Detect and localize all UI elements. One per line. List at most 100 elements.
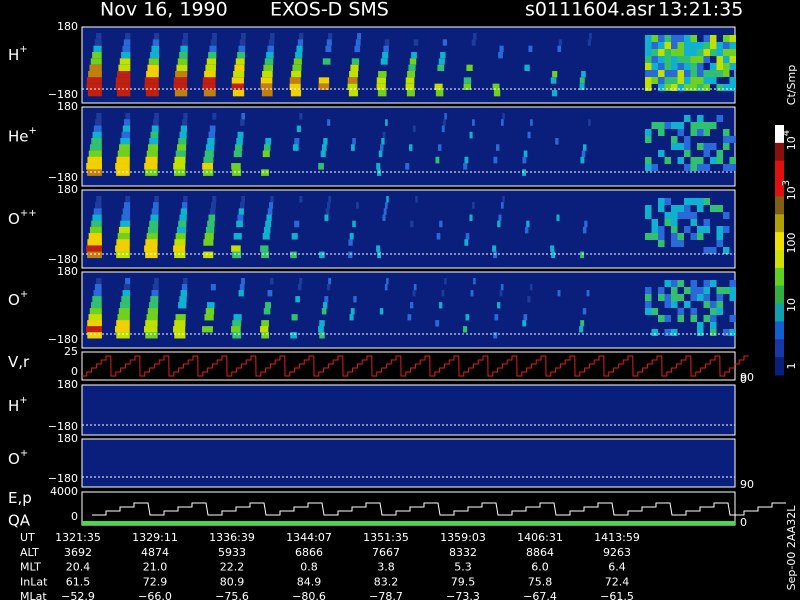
spectrum-cell	[241, 196, 246, 203]
spectrum-cell	[729, 63, 736, 70]
spectrum-cell	[205, 64, 216, 71]
spectrum-cell	[237, 214, 244, 222]
spectrum-cell	[297, 39, 304, 46]
spectrum-cell	[173, 83, 188, 90]
spectrum-cell	[290, 90, 302, 97]
spectrum-cell	[93, 290, 102, 297]
spectrum-cell	[555, 138, 559, 145]
spectrum-cell	[441, 290, 445, 297]
spectrum-cell	[697, 294, 704, 301]
spectrum-cell	[409, 58, 417, 65]
spectrum-cell	[176, 144, 187, 151]
spectrum-cell	[684, 150, 691, 157]
spectrum-cell	[723, 287, 730, 294]
spectrum-cell	[469, 214, 473, 222]
spectrum-cell	[260, 83, 273, 90]
spectrum-cell	[376, 163, 381, 170]
spectrum-cell	[658, 35, 665, 42]
spectrum-cell	[530, 119, 533, 126]
spectrum-cell	[528, 45, 533, 52]
spectrum-cell	[239, 39, 246, 46]
spectrum-cell	[493, 90, 501, 97]
spectrum-cell	[324, 296, 329, 303]
spectrum-cell	[299, 278, 303, 285]
spectrum-cell	[435, 90, 444, 97]
spectrum-cell	[115, 77, 131, 84]
spectrum-cell	[209, 208, 216, 215]
colorbar-tick-label-base: 100	[785, 233, 798, 254]
spectrum-cell	[723, 35, 730, 42]
spectrum-cell	[295, 52, 303, 59]
spectrum-cell	[664, 280, 671, 287]
panel-label-sup: ++	[20, 208, 37, 219]
spectrum-cell	[125, 33, 131, 40]
spectrum-cell	[664, 157, 671, 164]
date: Nov 16, 1990	[100, 0, 228, 21]
spectrum-cell	[328, 196, 332, 203]
spectrum-cell	[86, 326, 102, 333]
spectrum-cell	[581, 150, 586, 158]
spectrum-cell	[152, 202, 159, 209]
spectrum-cell	[89, 226, 102, 234]
spectrum-cell	[551, 90, 558, 97]
spectrum-cell	[205, 226, 215, 234]
spectrum-cell	[582, 144, 587, 151]
spectrum-cell	[241, 278, 245, 285]
spectrum-cell	[677, 205, 684, 212]
spectrum-cell	[377, 251, 382, 259]
spectrum-cell	[527, 296, 531, 303]
spectrum-cell	[671, 70, 678, 77]
spectrum-cell	[697, 63, 704, 70]
spectrum-cell	[262, 71, 273, 78]
spectrum-cell	[690, 63, 697, 70]
spectrum-cell	[380, 58, 388, 65]
spectrum-cell	[147, 308, 158, 315]
spectrum-cell	[180, 45, 188, 52]
spectrum-cell	[93, 208, 102, 215]
spectrum-cell	[355, 202, 359, 209]
spectrum-cell	[116, 239, 130, 246]
spectrum-cell	[232, 169, 242, 176]
spectrum-cell	[212, 196, 217, 203]
spectrum-cell	[645, 164, 652, 171]
spectrum-cell	[382, 214, 386, 222]
y2-tick-label: 0	[740, 373, 747, 386]
colorbar-segment	[775, 178, 784, 197]
spectrum-cell	[716, 63, 723, 70]
spectrum-cell	[551, 251, 556, 259]
spectrum-cell	[328, 278, 332, 285]
spectrum-cell	[703, 84, 710, 91]
spectrum-cell	[96, 113, 102, 120]
spectrum-cell	[238, 290, 244, 297]
spectrum-cell	[407, 314, 412, 321]
spectrum-cell	[437, 64, 445, 71]
spectrum-cell	[697, 56, 704, 63]
spectrum-cell	[645, 212, 652, 219]
table-cell: 8864	[526, 546, 554, 559]
spectrum-cell	[582, 226, 587, 234]
table-cell: 5933	[218, 546, 246, 559]
spectrum-cell	[671, 212, 678, 219]
spectrum-cell	[384, 39, 390, 46]
spectrum-cell	[697, 198, 704, 205]
table-cell: 1406:31	[517, 531, 563, 544]
spectrum-cell	[552, 71, 558, 78]
spectrum-cell	[88, 314, 102, 321]
spectrum-cell	[239, 202, 245, 209]
row-label: UT	[20, 531, 35, 544]
spectrum-cell	[671, 143, 678, 150]
spectrum-cell	[580, 156, 585, 164]
spectrum-cell	[289, 83, 301, 90]
colorbar-segment	[775, 339, 784, 358]
spectrum-cell	[437, 144, 442, 151]
spectrum-cell	[710, 205, 717, 212]
spectrum-cell	[677, 77, 684, 84]
spectrum-cell	[582, 308, 587, 315]
spectrum-cell	[174, 332, 186, 339]
spectrum-cell	[690, 219, 697, 226]
spectrum-cell	[677, 49, 684, 56]
spectrum-cell	[263, 308, 271, 315]
spectrum-cell	[493, 332, 498, 339]
spectrum-cell	[319, 332, 325, 339]
spectrum-cell	[671, 35, 678, 42]
